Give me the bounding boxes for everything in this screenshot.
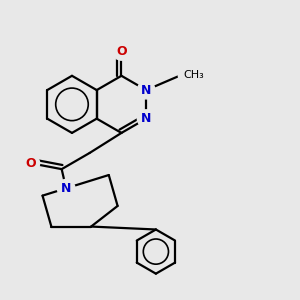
Circle shape: [137, 81, 155, 99]
Text: N: N: [141, 84, 152, 97]
Text: O: O: [26, 157, 36, 170]
Circle shape: [57, 179, 75, 197]
Circle shape: [22, 154, 40, 172]
Text: N: N: [141, 112, 152, 125]
Text: O: O: [116, 45, 127, 58]
Circle shape: [178, 62, 203, 87]
Text: CH₃: CH₃: [184, 70, 205, 80]
Text: N: N: [61, 182, 71, 195]
Circle shape: [137, 110, 155, 128]
Circle shape: [112, 43, 130, 60]
